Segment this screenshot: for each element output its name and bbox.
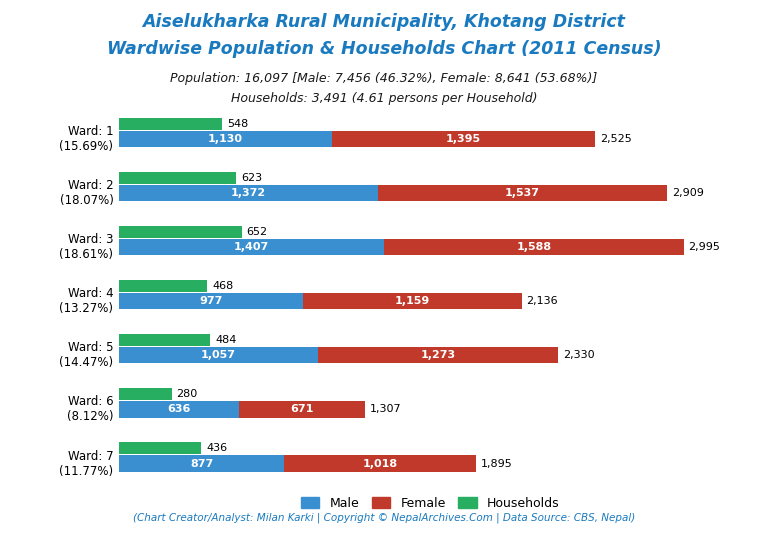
Text: 1,307: 1,307 (370, 405, 402, 414)
Text: 280: 280 (177, 389, 198, 399)
Text: 2,136: 2,136 (526, 296, 558, 306)
Bar (384, 239, 684, 255)
Text: 636: 636 (167, 405, 190, 414)
Text: 436: 436 (206, 443, 227, 453)
Text: 623: 623 (241, 173, 263, 183)
Text: 877: 877 (190, 458, 214, 468)
Bar (119, 347, 318, 363)
Text: 1,395: 1,395 (446, 134, 481, 144)
Bar (332, 131, 595, 147)
Text: 2,909: 2,909 (672, 188, 704, 198)
Text: 671: 671 (290, 405, 314, 414)
Bar (378, 185, 667, 201)
Text: Wardwise Population & Households Chart (2011 Census): Wardwise Population & Households Chart (… (107, 40, 661, 58)
Text: 1,130: 1,130 (208, 134, 243, 144)
Text: 2,525: 2,525 (600, 134, 631, 144)
Text: 1,407: 1,407 (234, 242, 270, 252)
Text: 1,018: 1,018 (362, 458, 398, 468)
Text: 484: 484 (215, 335, 237, 345)
Text: Households: 3,491 (4.61 persons per Household): Households: 3,491 (4.61 persons per Hous… (230, 92, 538, 105)
Bar (119, 456, 284, 472)
Bar (119, 442, 201, 455)
Text: Population: 16,097 [Male: 7,456 (46.32%), Female: 8,641 (53.68%)]: Population: 16,097 [Male: 7,456 (46.32%)… (170, 72, 598, 85)
Bar (119, 185, 378, 201)
Text: 1,588: 1,588 (516, 242, 551, 252)
Bar (119, 118, 223, 130)
Text: 1,372: 1,372 (231, 188, 266, 198)
Bar (119, 239, 384, 255)
Text: 2,330: 2,330 (563, 351, 594, 360)
Text: (Chart Creator/Analyst: Milan Karki | Copyright © NepalArchives.Com | Data Sourc: (Chart Creator/Analyst: Milan Karki | Co… (133, 512, 635, 523)
Text: 1,895: 1,895 (481, 458, 513, 468)
Text: Aiselukharka Rural Municipality, Khotang District: Aiselukharka Rural Municipality, Khotang… (143, 13, 625, 32)
Bar (119, 131, 332, 147)
Bar (119, 280, 207, 292)
Bar (119, 172, 237, 184)
Bar (239, 401, 366, 418)
Bar (119, 389, 172, 400)
Text: 1,273: 1,273 (421, 351, 456, 360)
Bar (303, 293, 521, 309)
Text: 468: 468 (212, 281, 233, 291)
Bar (119, 401, 239, 418)
Text: 2,995: 2,995 (688, 242, 720, 252)
Bar (119, 334, 210, 346)
Bar (284, 456, 476, 472)
Legend: Male, Female, Households: Male, Female, Households (296, 492, 564, 515)
Text: 548: 548 (227, 119, 248, 129)
Text: 652: 652 (247, 227, 268, 237)
Text: 1,057: 1,057 (201, 351, 237, 360)
Bar (119, 293, 303, 309)
Text: 977: 977 (200, 296, 223, 306)
Bar (318, 347, 558, 363)
Bar (119, 226, 242, 238)
Text: 1,159: 1,159 (395, 296, 430, 306)
Text: 1,537: 1,537 (505, 188, 540, 198)
